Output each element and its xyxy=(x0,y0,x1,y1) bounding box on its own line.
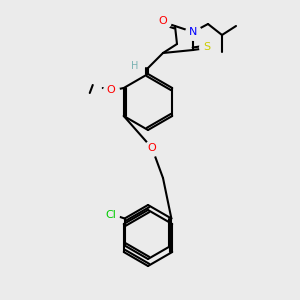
Text: Cl: Cl xyxy=(105,209,116,220)
Text: O: O xyxy=(148,143,156,153)
Text: N: N xyxy=(189,27,197,37)
Text: O: O xyxy=(159,16,167,26)
Text: S: S xyxy=(203,42,211,52)
Text: O: O xyxy=(106,85,115,95)
Text: H: H xyxy=(131,61,139,71)
